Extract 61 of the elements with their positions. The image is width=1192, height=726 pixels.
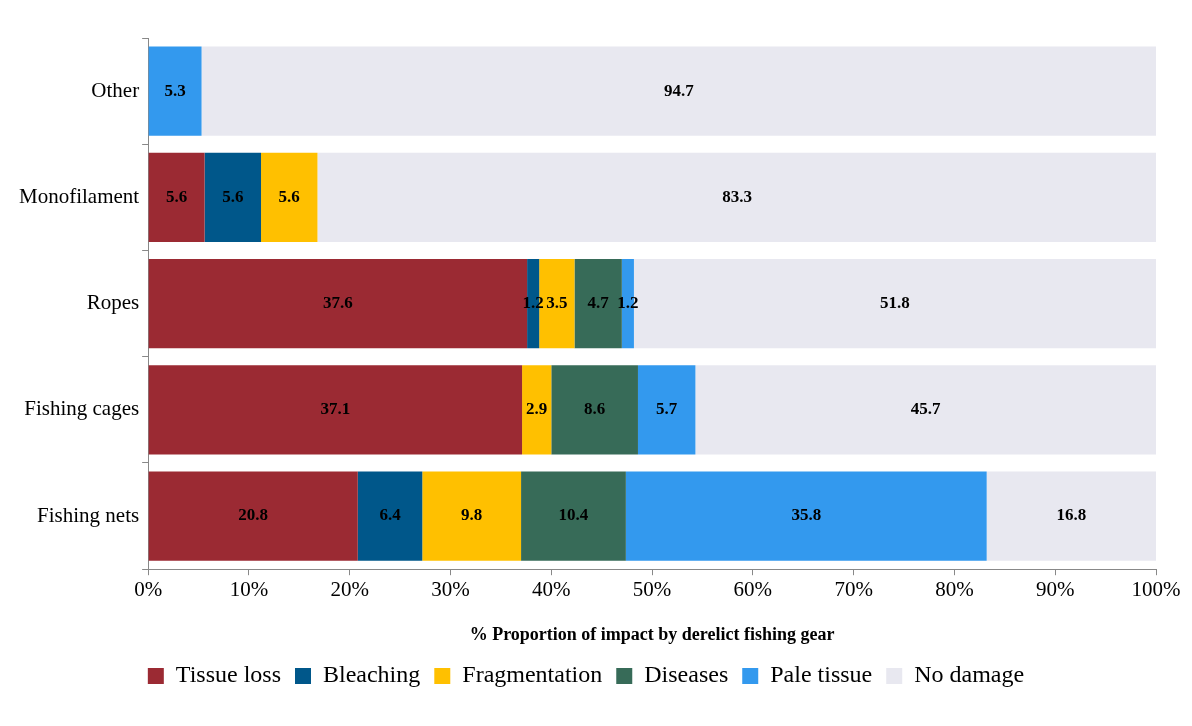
legend-label: Tissue loss xyxy=(175,661,281,688)
y-tick-label: Ropes xyxy=(86,290,140,315)
data-label: 51.8 xyxy=(880,292,910,312)
data-label: 2.9 xyxy=(526,399,548,419)
data-label: 20.8 xyxy=(238,505,269,525)
data-label: 5.6 xyxy=(278,186,300,206)
data-label: 5.6 xyxy=(165,186,188,206)
data-label: 16.8 xyxy=(1056,505,1087,525)
data-label: 35.8 xyxy=(791,505,822,525)
data-label: 10.4 xyxy=(558,505,589,525)
data-label: 37.6 xyxy=(323,292,353,312)
data-label: 45.7 xyxy=(910,399,942,419)
y-tick-label: Monofilament xyxy=(18,183,140,208)
y-tick-label: Fishing cages xyxy=(24,396,140,421)
x-tick-label: 70% xyxy=(834,577,873,602)
legend-label: Diseases xyxy=(644,661,729,688)
x-tick-label: 100% xyxy=(1131,577,1181,602)
x-tick-label: 90% xyxy=(1035,577,1075,602)
x-tick-label: 40% xyxy=(532,577,571,602)
bar xyxy=(148,46,202,136)
x-tick-label: 10% xyxy=(229,577,269,602)
bar xyxy=(625,471,987,561)
bar xyxy=(201,46,1156,136)
bar xyxy=(522,365,552,455)
bar xyxy=(148,365,523,455)
legend-label: Pale tissue xyxy=(770,661,873,688)
bar xyxy=(204,152,262,242)
bar xyxy=(148,471,358,561)
legend-label: No damage xyxy=(914,661,1025,688)
x-tick-label: 30% xyxy=(431,577,470,602)
data-label: 8.6 xyxy=(584,399,606,419)
bar xyxy=(317,152,1156,242)
bar xyxy=(261,152,318,242)
bar xyxy=(637,365,696,455)
data-label: 94.7 xyxy=(663,80,695,100)
data-label: 3.5 xyxy=(546,292,568,312)
legend-label: Fragmentation xyxy=(462,661,603,688)
x-tick-label: 0% xyxy=(134,577,163,602)
data-label: 37.1 xyxy=(320,399,351,419)
data-label: 9.8 xyxy=(461,505,483,525)
x-tick-label: 80% xyxy=(935,577,974,602)
data-label: 4.7 xyxy=(587,292,610,312)
x-tick-label: 20% xyxy=(330,577,369,602)
bar xyxy=(148,152,205,242)
bar xyxy=(521,471,626,561)
bar xyxy=(695,365,1156,455)
data-label: 5.6 xyxy=(222,186,244,206)
data-label: 5.7 xyxy=(656,399,678,419)
y-tick-label: Other xyxy=(91,77,140,102)
y-tick-label: Fishing nets xyxy=(37,502,140,527)
data-label: 83.3 xyxy=(722,186,753,206)
bar xyxy=(986,471,1156,561)
legend-label: Bleaching xyxy=(322,661,421,688)
x-axis-title: % Proportion of impact by derelict fishing gear xyxy=(469,623,835,644)
bar xyxy=(357,471,423,561)
x-tick-label: 50% xyxy=(632,577,672,602)
bar xyxy=(551,365,638,455)
data-label: 5.3 xyxy=(164,80,186,100)
bar xyxy=(422,471,522,561)
x-tick-label: 60% xyxy=(733,577,773,602)
data-label: 6.4 xyxy=(379,505,402,525)
